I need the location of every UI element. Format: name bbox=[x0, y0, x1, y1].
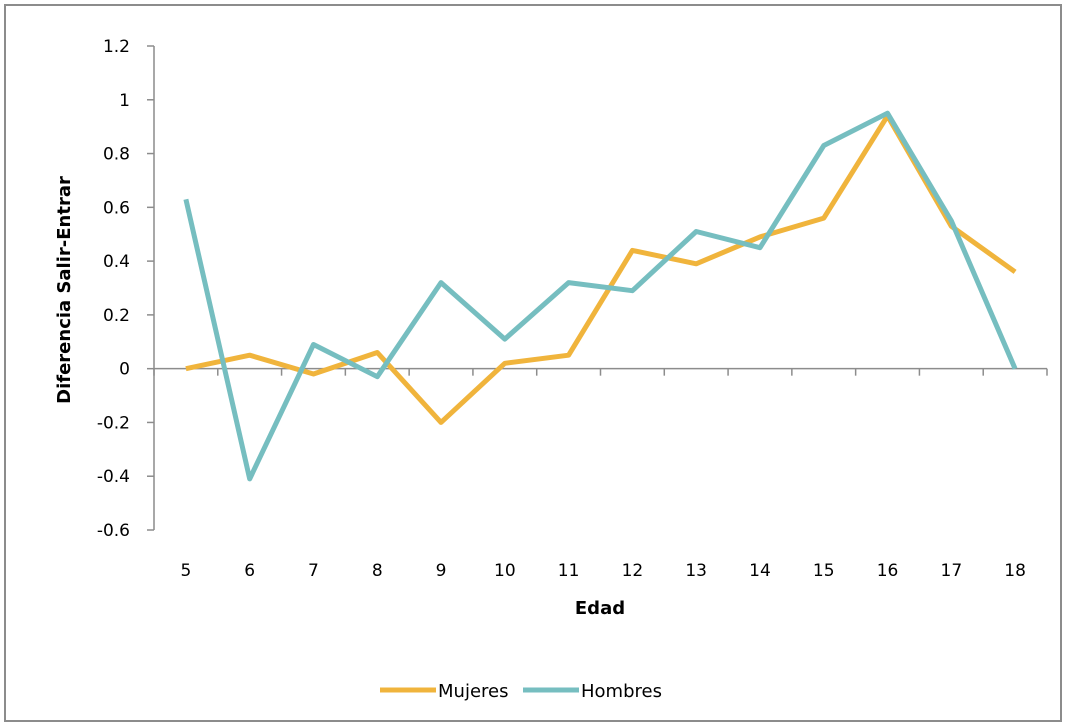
x-tick-label: 6 bbox=[244, 561, 255, 581]
y-tick-label: 1 bbox=[119, 91, 130, 111]
x-tick-label: 9 bbox=[436, 561, 447, 581]
x-tick-label: 11 bbox=[558, 561, 580, 581]
y-tick-label: 0.8 bbox=[103, 145, 130, 165]
x-tick-label: 5 bbox=[180, 561, 191, 581]
y-axis-title: Diferencia Salir-Entrar bbox=[54, 176, 75, 404]
y-tick-label: -0.4 bbox=[97, 467, 130, 487]
x-tick-label: 14 bbox=[749, 561, 771, 581]
y-tick-label: 0.2 bbox=[103, 306, 130, 326]
x-tick-labels: 5 6 7 8 9 10 11 12 13 14 15 16 17 18 bbox=[180, 561, 1025, 581]
x-tick-label: 12 bbox=[622, 561, 644, 581]
chart-frame bbox=[4, 4, 1062, 722]
x-tick-label: 10 bbox=[494, 561, 516, 581]
y-tick-label: 1.2 bbox=[103, 37, 130, 57]
y-tick-labels: 1.2 1 0.8 0.6 0.4 0.2 0 -0.2 -0.4 -0.6 bbox=[97, 37, 130, 541]
series-line-hombres bbox=[183, 110, 1018, 482]
y-tick-label: 0.4 bbox=[103, 252, 130, 272]
legend: Mujeres Hombres bbox=[380, 681, 662, 702]
x-tick-label: 18 bbox=[1004, 561, 1026, 581]
legend-label-hombres: Hombres bbox=[581, 681, 662, 702]
x-tick-label: 17 bbox=[941, 561, 963, 581]
x-axis-title: Edad bbox=[575, 598, 625, 619]
y-tick-label: 0 bbox=[119, 360, 130, 380]
y-tick-label: -0.2 bbox=[97, 413, 130, 433]
y-tick-label: -0.6 bbox=[97, 521, 130, 541]
legend-label-mujeres: Mujeres bbox=[438, 681, 508, 702]
x-tick-label: 8 bbox=[372, 561, 383, 581]
x-tick-label: 7 bbox=[308, 561, 319, 581]
y-tick-label: 0.6 bbox=[103, 198, 130, 218]
x-tick-label: 13 bbox=[685, 561, 707, 581]
x-tick-label: 15 bbox=[813, 561, 835, 581]
series-line-mujeres bbox=[185, 113, 1017, 425]
x-tick-label: 16 bbox=[877, 561, 899, 581]
series-lines bbox=[183, 110, 1018, 482]
